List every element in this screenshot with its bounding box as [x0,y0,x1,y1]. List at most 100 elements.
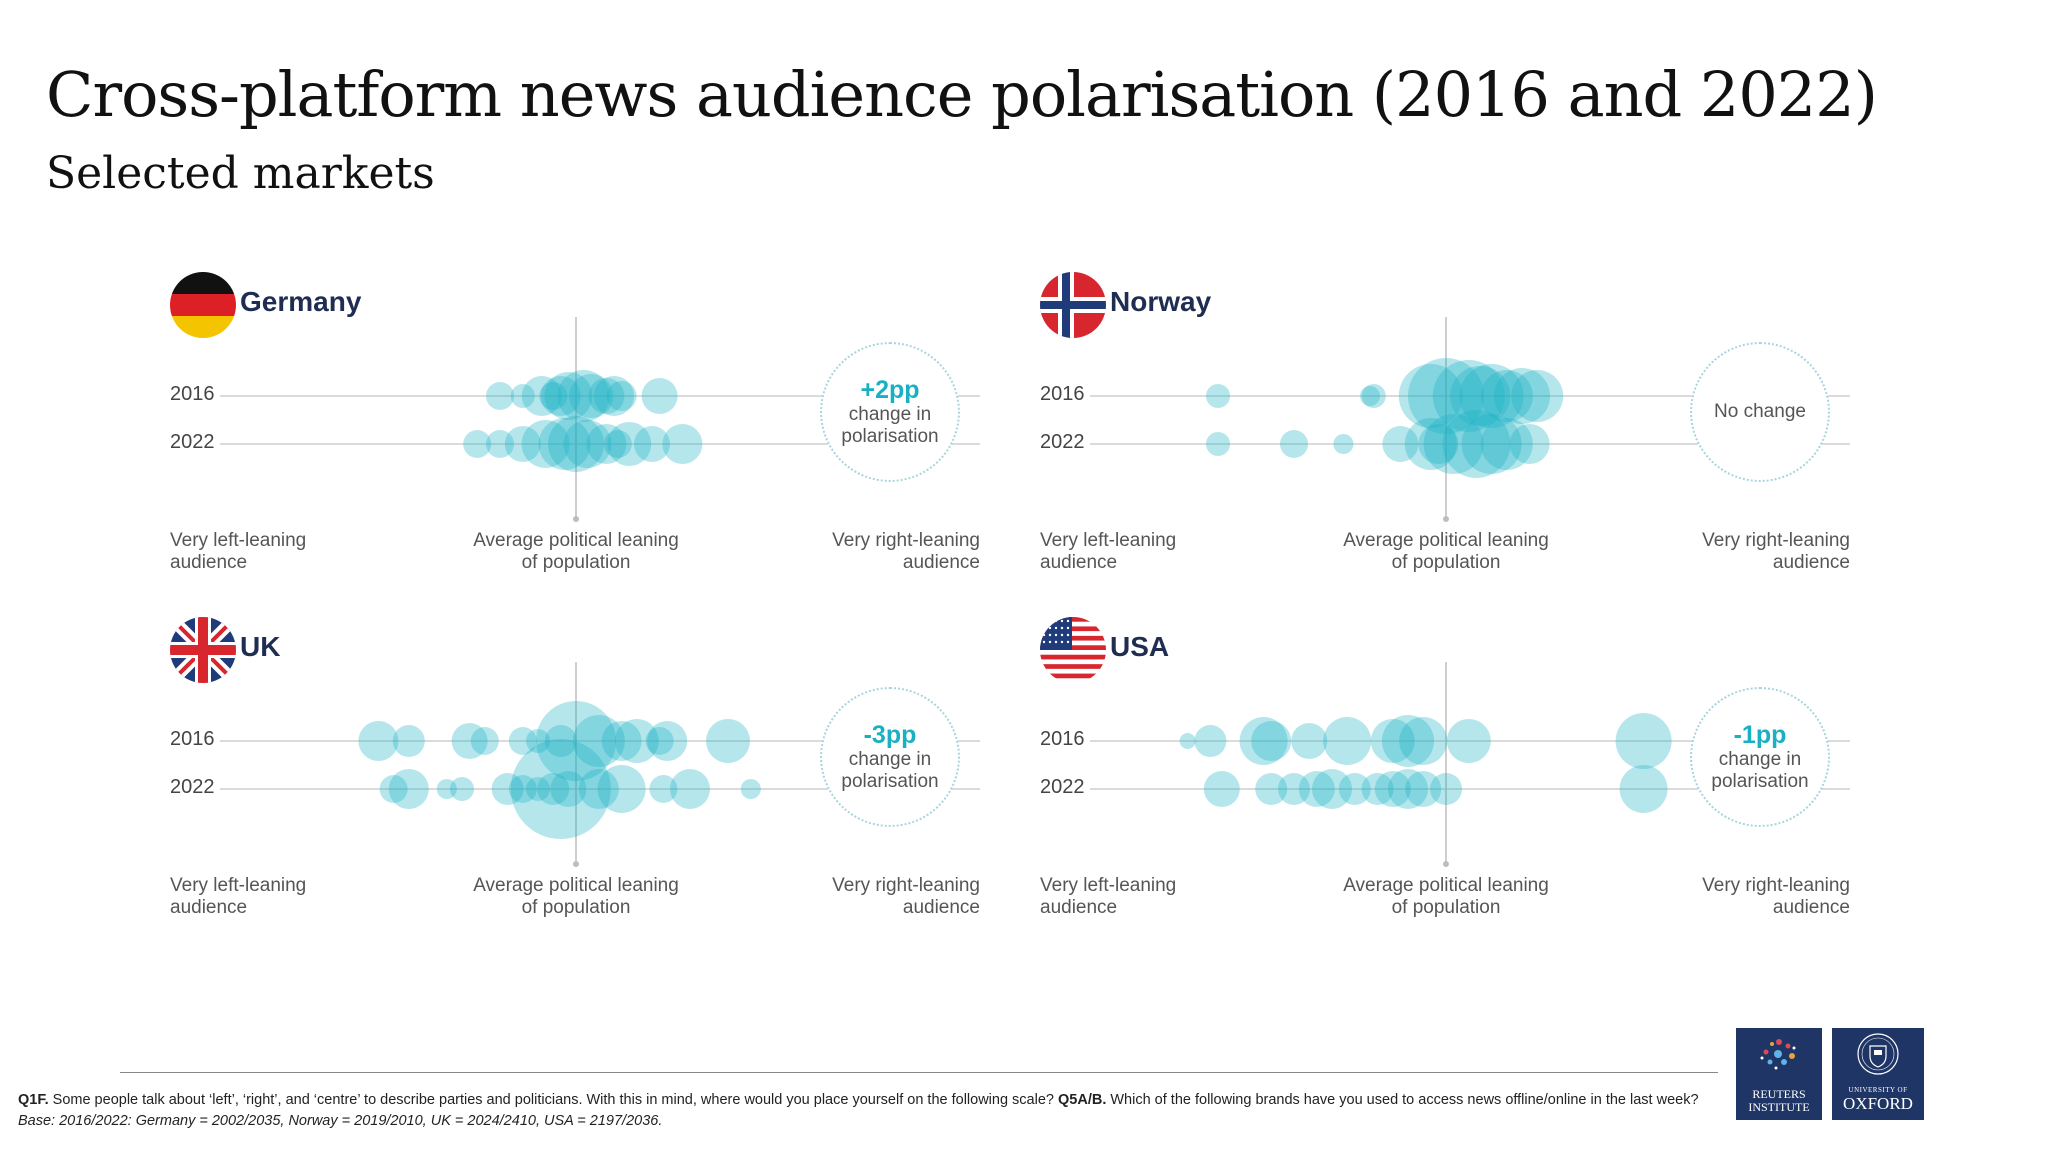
bubble-2016 [451,723,488,759]
bubble-2022 [436,779,457,799]
bubble-2016 [392,725,425,757]
year-label-2022: 2022 [1040,431,1085,453]
polarisation-change-badge: No change [1690,342,1830,482]
bubble-2016 [1399,717,1448,765]
change-text-1: change in [1718,749,1802,770]
bubble-2016 [539,382,568,410]
bubble-2022 [1430,773,1462,805]
bubble-2022 [1278,773,1310,805]
change-text-1: No change [1714,401,1806,422]
bubble-2022 [486,430,514,458]
bubble-2016 [606,381,637,411]
bubble-2022 [1255,773,1288,805]
polarisation-plot [220,662,980,867]
bubble-2022 [450,777,474,801]
left-axis-label-line-2: audience [1040,897,1118,918]
usa-flag-icon [1040,617,1106,683]
left-axis-label-line-2: audience [170,897,248,918]
bubble-2016 [510,384,535,408]
bubble-2022 [1405,771,1442,807]
footnote-q1-text: Some people talk about ‘left’, ‘right’, … [48,1092,1058,1108]
bubble-2016 [614,719,659,763]
bubble-2016 [1450,366,1511,426]
right-axis-label-line-1: Very right-leaning [832,875,980,896]
bubble-2016 [645,727,674,755]
left-axis-label: Very left-leaning audience [1040,530,1176,574]
average-line-end [573,516,579,522]
bubble-2016 [544,725,577,757]
bubble-2016 [1494,368,1550,424]
oxford-small-text: UNIVERSITY OF [1848,1086,1908,1094]
country-name: UK [240,631,281,662]
year-label-2022: 2022 [1040,776,1085,798]
polarisation-change-badge: +2pp change in polarisation [820,342,960,482]
bubble-2016 [544,372,593,420]
bubble-2022 [463,430,492,458]
bubble-2016 [1408,358,1484,434]
left-axis-label-line-1: Very left-leaning [1040,530,1177,551]
bubble-2022 [1333,434,1354,454]
oxford-big-text: OXFORD [1843,1094,1913,1113]
bubble-2016 [1398,364,1463,428]
bubble-2016 [521,376,562,416]
bubble-2016 [1239,717,1288,765]
bubble-2016 [594,376,634,416]
left-axis-label: Very left-leaning audience [1040,875,1176,919]
bubble-2022 [607,422,652,466]
bubble-2022 [508,775,537,803]
change-text-2: polarisation [1711,771,1809,792]
norway-flag-icon [1040,272,1106,338]
right-axis-label-line-2: audience [1772,897,1850,918]
right-axis-label-line-1: Very right-leaning [1702,530,1850,551]
bubble-2016 [572,715,625,767]
bubble-2016 [647,721,688,761]
bubble-2022 [1404,418,1457,470]
change-value: -3pp [863,721,917,749]
bubble-2016 [540,376,581,416]
chart-panel-germany: Germany 2016 2022 +2pp change in polarisation… [160,272,1000,592]
bubble-2016 [1179,733,1196,749]
bubble-2022 [379,775,408,803]
bubble-2022 [603,430,632,458]
left-axis-label-line-1: Very left-leaning [1040,875,1177,896]
bubble-2022 [1374,771,1411,807]
average-line-end [1443,861,1449,867]
bubble-2016 [536,701,616,781]
bubble-2016 [526,729,550,753]
bubble-2022 [1461,414,1522,474]
bubble-2022 [1480,418,1533,470]
bubble-2022 [550,771,587,807]
bubble-2022 [1418,424,1459,464]
bubble-2016 [1446,719,1491,763]
bubble-2016 [1511,370,1564,422]
bubble-2016 [1206,384,1230,408]
bubble-2022 [504,426,541,462]
bubble-2022 [388,769,429,809]
bubble-2022 [1382,426,1419,462]
polarisation-change-badge: -1pp change in polarisation [1690,687,1830,827]
change-text-2: polarisation [841,771,939,792]
bubble-2022 [1312,769,1352,809]
polarisation-change-badge: -3pp change in polarisation [820,687,960,827]
bubble-2022 [740,779,761,799]
right-axis-label: Very right-leaning audience [760,530,980,574]
page-title: Cross-platform news audience polarisatio… [46,58,1878,131]
change-value: +2pp [860,376,920,404]
center-axis-label: Average political leaning of population [1306,875,1586,919]
left-axis-label: Very left-leaning audience [170,875,306,919]
center-axis-label-line-2: of population [521,552,631,573]
bubble-2016 [358,721,399,761]
bubble-2016 [1194,725,1227,757]
bubble-2016 [588,378,625,414]
bubble-2022 [1619,765,1668,813]
bubble-2022 [491,773,524,805]
right-axis-label-line-1: Very right-leaning [832,530,980,551]
center-axis-label-line-1: Average political leaning [1343,530,1549,551]
bubble-2022 [563,420,612,468]
left-axis-label-line-1: Very left-leaning [170,875,307,896]
bubble-2022 [1423,414,1484,474]
right-axis-label: Very right-leaning audience [1630,875,1850,919]
year-label-2022: 2022 [170,776,215,798]
center-axis-label-line-2: of population [521,897,631,918]
bubble-2022 [578,769,619,809]
